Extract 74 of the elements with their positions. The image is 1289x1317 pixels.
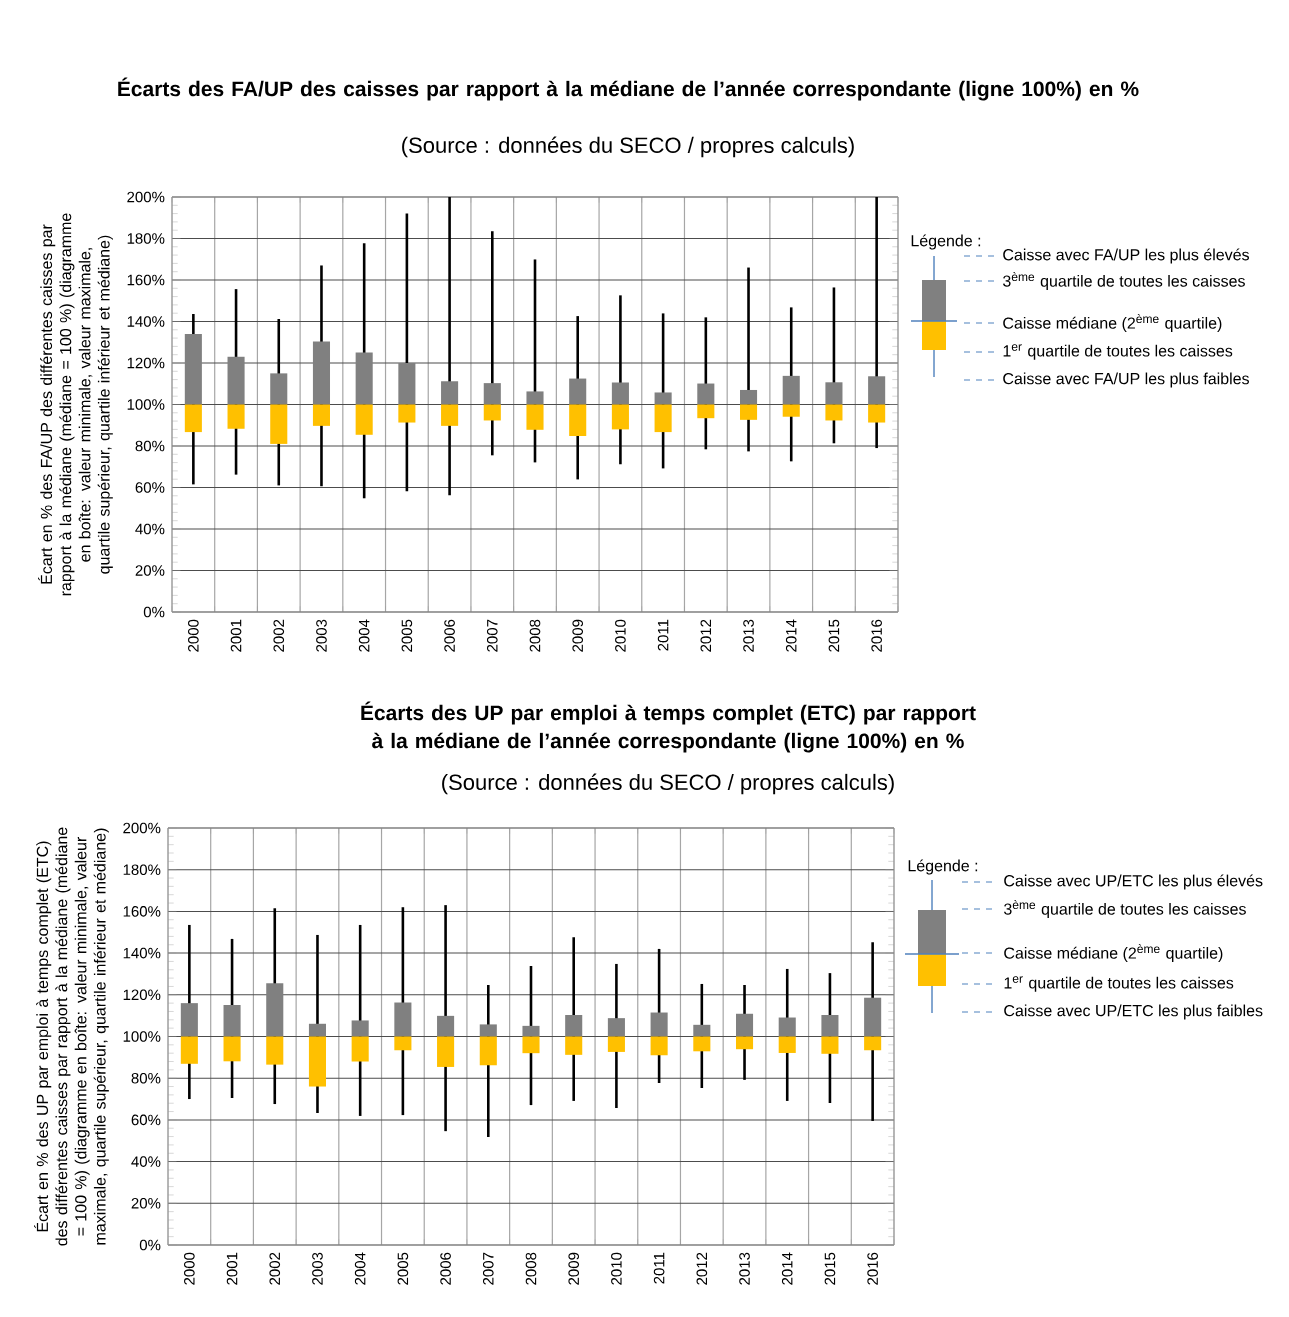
y-tick-label: 100%	[127, 399, 165, 410]
x-tick-label: 2015	[824, 1252, 836, 1285]
x-tick-label: 2005	[401, 619, 413, 652]
x-tick-label: 2013	[739, 1252, 750, 1285]
y-tick-label: 180%	[127, 233, 165, 244]
x-tick-label: 2010	[611, 1252, 622, 1285]
x-tick-label: 2009	[568, 1252, 580, 1285]
x-tick-label: 2009	[572, 619, 584, 652]
text: Caisse avec UP/ETC les plus faibles	[1004, 1004, 1263, 1020]
y-tick-label: 140%	[123, 947, 161, 959]
y-tick-label: 120%	[127, 357, 165, 369]
x-tick-label: 2016	[871, 619, 882, 652]
x-tick-label: 2005	[397, 1252, 409, 1285]
x-tick-label: 2002	[273, 619, 285, 652]
text: 3$^{ème}$ quartile de toutes les caisses	[1004, 900, 1246, 918]
x-tick-label: 2007	[486, 619, 498, 652]
y-tick-label: 80%	[131, 1072, 161, 1084]
x-tick-label: 2003	[312, 1252, 323, 1285]
y-tick-label: 0%	[143, 606, 165, 618]
y-tick-label: 20%	[135, 565, 165, 576]
y-axis-title: Écart en % des UP par emploi à temps complet (ETC) des différentes caisses par rapport à la médiane (médiane = 100 %) (diagramme en boîte: valeur minimale, valeur maximale, quartile supérieur, quartile inférieur et médiane)	[34, 827, 109, 1246]
text: 1$^{er}$ quartile de toutes les caisses	[1004, 976, 1234, 992]
x-tick-label: 2008	[529, 619, 541, 652]
x-tick-label: 2011	[653, 1252, 665, 1284]
x-tick-label: 2001	[226, 1252, 238, 1285]
text: 3$^{ème}$ quartile de toutes les caisses	[1003, 272, 1245, 290]
x-tick-label: 2000	[188, 619, 199, 652]
x-tick-label: 2006	[440, 1252, 451, 1285]
text: Caisse médiane (2$^{ème}$ quartile)	[1004, 944, 1223, 962]
x-tick-label: 2000	[184, 1252, 195, 1285]
x-tick-label: 2012	[696, 1252, 708, 1285]
y-tick-label: 160%	[127, 274, 165, 286]
chart-subtitle: (Source : données du SECO / propres calculs)	[402, 136, 854, 158]
x-tick-label: 2014	[781, 1252, 793, 1285]
y-tick-label: 200%	[123, 822, 161, 834]
y-tick-label: 100%	[123, 1031, 161, 1042]
y-tick-label: 40%	[135, 523, 165, 535]
x-tick-label: 2002	[269, 1252, 281, 1285]
x-tick-label: 2001	[230, 619, 242, 652]
y-axis-title: Écart en % des FA/UP des différentes caisses par rapport à la médiane (médiane = 100 %) (diagramme en boîte: valeur minimale, valeur maximale, quartile supérieur, quartile inférieur et médiane)	[38, 213, 113, 596]
y-tick-label: 120%	[123, 989, 161, 1001]
x-tick-label: 2007	[482, 1252, 494, 1285]
x-tick-label: 2004	[354, 1252, 366, 1285]
text: Caisse médiane (2$^{ème}$ quartile)	[1003, 314, 1222, 332]
x-tick-label: 2003	[316, 619, 327, 652]
y-tick-label: 40%	[131, 1156, 161, 1167]
y-tick-label: 60%	[131, 1114, 161, 1126]
x-tick-label: 2015	[828, 619, 840, 652]
y-tick-label: 180%	[123, 864, 161, 876]
y-tick-label: 60%	[135, 482, 165, 493]
text: Caisse avec UP/ETC les plus élevés	[1004, 874, 1263, 890]
y-tick-label: 140%	[127, 316, 165, 327]
y-tick-label: 160%	[123, 906, 161, 917]
x-tick-label: 2008	[525, 1252, 537, 1285]
chart-subtitle: (Source : données du SECO / propres calculs)	[442, 773, 894, 795]
x-tick-label: 2011	[657, 619, 669, 651]
x-tick-label: 2014	[785, 619, 797, 652]
x-tick-label: 2016	[867, 1252, 878, 1285]
text: 1$^{er}$ quartile de toutes les caisses	[1003, 344, 1233, 360]
y-tick-label: 0%	[139, 1239, 161, 1251]
chart-title: Écarts des FA/UP des caisses par rapport à la médiane de l’année correspondante (ligne 100%) en %	[118, 77, 1139, 101]
x-tick-label: 2004	[358, 619, 370, 652]
x-tick-label: 2012	[700, 619, 712, 652]
x-tick-label: 2006	[444, 619, 455, 652]
text: Caisse avec FA/UP les plus élevés	[1003, 248, 1249, 264]
y-tick-label: 200%	[127, 191, 165, 203]
y-tick-label: 20%	[131, 1197, 161, 1209]
text: Légende :	[911, 234, 981, 250]
chart-title: Écarts des UP par emploi à temps complet (ETC) par rapport à la médiane de l’année correspondante (ligne 100%) en %	[361, 701, 976, 753]
y-tick-label: 80%	[135, 440, 165, 452]
text: Légende :	[908, 859, 978, 875]
x-tick-label: 2010	[615, 619, 626, 652]
text: Caisse avec FA/UP les plus faibles	[1003, 372, 1249, 388]
x-tick-label: 2013	[743, 619, 754, 652]
